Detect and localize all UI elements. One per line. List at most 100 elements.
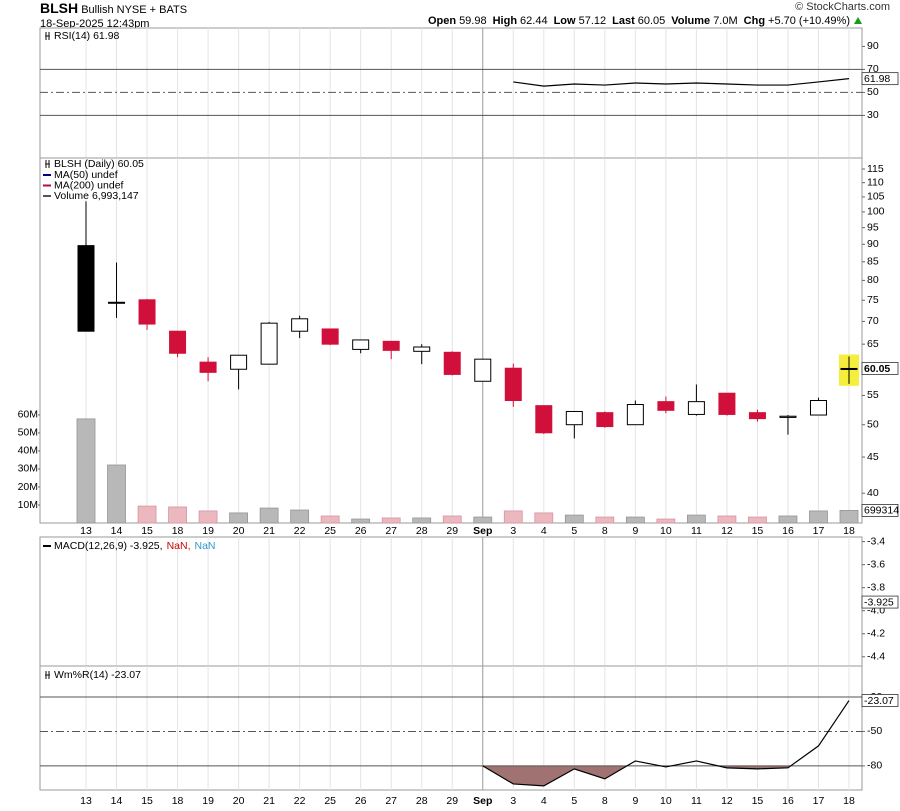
panel-title: MACD(12,26,9) -3.925, NaN, NaN [54,540,216,552]
x-tick-label: 25 [324,795,336,807]
y-tick-label: -50 [867,725,882,737]
volume-bar [839,510,859,524]
y-tick-label: 85 [867,256,879,268]
volume-tick-label: 10M [18,499,38,511]
y-tick-label: -3.4 [867,535,885,547]
panel-frame [39,157,863,524]
candle-body [626,404,644,426]
y-tick-label: -4.2 [867,628,885,640]
x-tick-label: 15 [141,795,153,807]
y-tick-label: 110 [867,176,884,188]
volume-bar [595,516,615,524]
candle-body [382,340,400,351]
title-part: NaN, [167,540,191,552]
candle-body [840,367,858,370]
x-tick-label: 14 [111,795,123,807]
y-tick-label: 70 [867,63,879,75]
panel-title: RSI(14) 61.98 [54,30,120,42]
volume-tick-label: 20M [18,481,38,493]
x-tick-label: 4 [541,795,547,807]
quote-value: 57.12 [578,15,607,27]
quote-label: Open [427,15,457,27]
x-tick-label: 19 [202,795,214,807]
x-tick-label: 16 [782,795,794,807]
x-tick-label: 13 [80,795,92,807]
volume-bar [290,509,310,524]
candle-body [657,401,675,411]
x-tick-label: 9 [632,525,638,537]
y-tick-label: 50 [867,418,879,430]
volume-tick-label: 30M [18,463,38,475]
quote-value: +5.70 (+10.49%) [768,15,850,27]
x-tick-label: 25 [324,525,336,537]
last-value-box [861,694,899,707]
candle-body [413,346,431,352]
last-value: 61.98 [864,73,890,85]
y-tick-label: 90 [867,40,879,52]
x-tick-label: 18 [843,795,855,807]
x-tick-label: Sep [473,525,492,537]
quote-label: Last [612,15,635,27]
x-tick-label: 15 [752,795,764,807]
candle-body [199,361,217,373]
title-icon [45,160,50,168]
panel-title: BLSH (Daily) 60.05 [54,158,144,170]
x-tick-label: 29 [446,795,458,807]
volume-tick-label: 40M [18,445,38,457]
candle-body [474,358,492,382]
volume-bar [442,515,462,524]
volume-tick-label: 60M [18,409,38,421]
y-tick-label: 105 [867,191,885,203]
volume-bar [412,517,432,524]
volume-bar [625,516,645,524]
x-tick-label: Sep [473,795,492,807]
volume-bar [809,510,828,524]
volume-bar [107,464,126,524]
x-tick-label: 15 [752,525,764,537]
quote-label: Chg [743,15,766,27]
volume-bar [168,506,187,524]
x-tick-label: 13 [80,525,92,537]
quote: Open 59.98 High 62.44 Low 57.12 Last 60.05 Volum… [422,15,862,27]
y-tick-label: 100 [867,206,885,218]
volume-tick-label: 50M [18,427,38,439]
x-tick-label: 12 [721,795,733,807]
x-tick-label: 19 [202,525,214,537]
volume-bar [534,512,554,524]
panel-frame [39,27,863,159]
volume-bar [778,515,798,524]
x-tick-label: 10 [660,525,672,537]
x-tick-label: 18 [172,525,184,537]
candle-body [748,412,766,420]
candle-body [718,392,736,415]
x-tick-label: 3 [510,525,516,537]
x-tick-label: 14 [111,525,123,537]
last-volume: 699314 [864,505,899,517]
candle-body [138,299,156,325]
volume-bar [748,516,767,524]
indicator-line [513,78,850,87]
legend-label: MA(200) undef [54,179,124,191]
up-arrow [854,17,862,24]
x-tick-label: 11 [691,795,702,807]
volume-bar [564,514,584,524]
x-tick-label: 21 [263,795,275,807]
candle-body [291,318,309,332]
x-tick-label: 11 [691,525,702,537]
title-part: MACD(12,26,9) -3.925, [54,540,163,552]
y-tick-label: -80 [867,760,882,772]
last-volume-box [861,504,899,517]
y-tick-label: -4.4 [867,651,885,663]
quote-value: 59.98 [459,15,487,27]
title-icon [45,32,50,40]
x-tick-label: 8 [602,525,608,537]
y-tick-label: 115 [867,163,884,175]
volume-bar [503,510,523,524]
volume-bar [259,507,279,524]
x-tick-label: 28 [416,525,428,537]
candle-body [108,301,126,304]
y-tick-label: 70 [867,315,879,327]
y-tick-label: -3.6 [867,558,885,570]
